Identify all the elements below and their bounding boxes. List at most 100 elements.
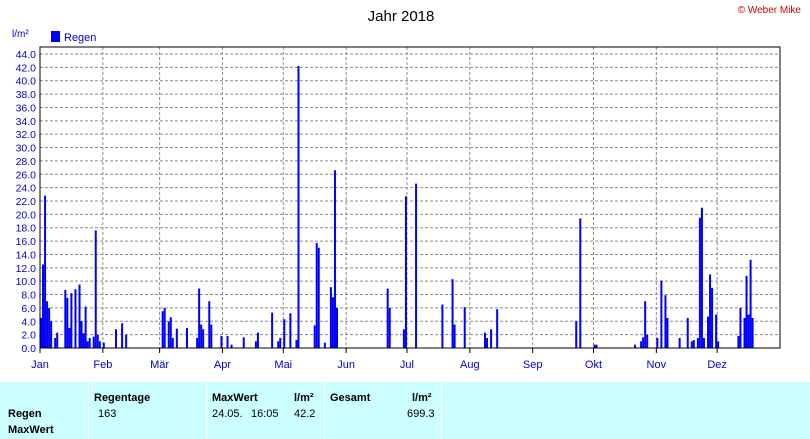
- rain-bar: [175, 328, 178, 348]
- y-tick-label: 42.0: [16, 62, 37, 74]
- divider: [324, 382, 325, 439]
- rain-bar: [68, 327, 71, 348]
- y-tick-label: 18.0: [16, 223, 37, 235]
- rain-bar: [463, 307, 466, 348]
- rain-bar: [161, 311, 164, 348]
- rain-bar: [692, 339, 695, 348]
- y-tick-label: 8.0: [21, 290, 36, 302]
- rain-bar: [595, 344, 598, 348]
- rain-bar: [185, 327, 188, 348]
- x-tick-label: Jun: [337, 359, 355, 371]
- rain-bar: [295, 339, 298, 348]
- rain-bar: [388, 307, 391, 348]
- rain-bar: [42, 264, 45, 348]
- rain-bar: [98, 341, 101, 348]
- rain-bar: [64, 289, 67, 348]
- rain-bar: [78, 284, 81, 348]
- rain-bar: [486, 337, 489, 348]
- rain-bar: [313, 325, 316, 348]
- rain-bar: [50, 321, 53, 348]
- rain-bar: [698, 217, 701, 348]
- rain-bar: [169, 317, 172, 348]
- rain-bar: [686, 317, 689, 348]
- rain-bar: [415, 183, 418, 348]
- divider: [441, 382, 442, 439]
- gesamt-unit: l/m²: [412, 392, 432, 404]
- rain-bar: [451, 279, 454, 348]
- rain-bar: [496, 309, 499, 348]
- rain-bar: [579, 218, 582, 348]
- rain-bar: [121, 323, 124, 348]
- rain-bar: [737, 335, 740, 348]
- rain-bar: [80, 321, 83, 348]
- x-tick-label: Mai: [274, 359, 292, 371]
- legend-label: Regen: [64, 32, 96, 44]
- rain-bar: [230, 344, 233, 348]
- y-tick-label: 40.0: [16, 76, 37, 88]
- x-tick-label: Apr: [214, 359, 231, 371]
- rain-bar: [48, 307, 51, 348]
- rain-bar: [297, 66, 300, 348]
- rain-bar: [70, 293, 73, 348]
- rain-bar: [54, 337, 57, 348]
- chart-title: Jahr 2018: [368, 8, 435, 25]
- rain-bar: [279, 337, 282, 348]
- rain-bar: [40, 317, 42, 348]
- rain-bar: [167, 321, 170, 348]
- rain-bar: [484, 332, 486, 348]
- x-tick-label: Okt: [585, 359, 602, 371]
- rain-bar: [333, 170, 336, 348]
- y-tick-label: 12.0: [16, 263, 37, 275]
- x-tick-label: Feb: [93, 359, 112, 371]
- rain-bar: [743, 317, 746, 348]
- rain-bar: [715, 314, 718, 348]
- x-tick-label: Jul: [400, 359, 414, 371]
- y-tick-label: 6.0: [21, 303, 36, 315]
- x-tick-label: Aug: [460, 359, 480, 371]
- y-tick-label: 10.0: [16, 276, 37, 288]
- rain-bar: [74, 289, 77, 348]
- rain-chart: Jahr 2018 © Weber Mike l/m² Regen 0.02.0…: [12, 5, 801, 371]
- rain-bar: [242, 337, 245, 348]
- rain-bar: [220, 335, 223, 348]
- rain-bar: [317, 247, 320, 348]
- y-tick-label: 32.0: [16, 129, 37, 141]
- rain-bar: [331, 297, 334, 348]
- rain-bar: [196, 337, 199, 348]
- rain-bar: [711, 287, 714, 348]
- y-tick-label: 30.0: [16, 143, 37, 155]
- rain-bar: [575, 321, 578, 348]
- divider: [88, 382, 89, 439]
- maxwert-unit: l/m²: [294, 392, 314, 404]
- rain-bar: [656, 337, 659, 348]
- rain-bar: [642, 337, 645, 348]
- rain-bar: [634, 344, 637, 348]
- rain-bar: [646, 334, 649, 348]
- rain-bar: [660, 280, 663, 348]
- rain-bar: [329, 287, 332, 348]
- y-axis: 0.02.04.06.08.010.012.014.016.018.020.02…: [16, 49, 37, 355]
- rain-bar: [707, 316, 710, 348]
- rain-bar: [664, 295, 667, 348]
- rain-bar: [289, 313, 292, 348]
- rain-bar: [56, 332, 59, 348]
- divider: [206, 382, 207, 439]
- grid: [40, 47, 780, 348]
- y-tick-label: 26.0: [16, 169, 37, 181]
- legend-swatch: [51, 31, 60, 42]
- rain-bar: [745, 275, 748, 348]
- y-tick-label: 22.0: [16, 196, 37, 208]
- rain-bar: [46, 301, 49, 348]
- rain-bar: [315, 243, 318, 348]
- y-tick-label: 0.0: [21, 343, 36, 355]
- rain-bar: [256, 332, 259, 348]
- gesamt-value: 699.3: [407, 408, 435, 420]
- rain-bar: [751, 317, 754, 348]
- gesamt-header: Gesamt: [330, 392, 371, 404]
- x-axis: Jan Feb Mär Apr Mai Jun Jul Aug Sep Okt Nov Dez: [31, 348, 727, 371]
- row-label-regen: Regen: [8, 408, 42, 420]
- y-axis-unit: l/m²: [12, 29, 29, 40]
- rain-bar: [690, 341, 693, 348]
- rain-bar: [82, 333, 85, 348]
- maxwert-value: 42.2: [294, 408, 316, 420]
